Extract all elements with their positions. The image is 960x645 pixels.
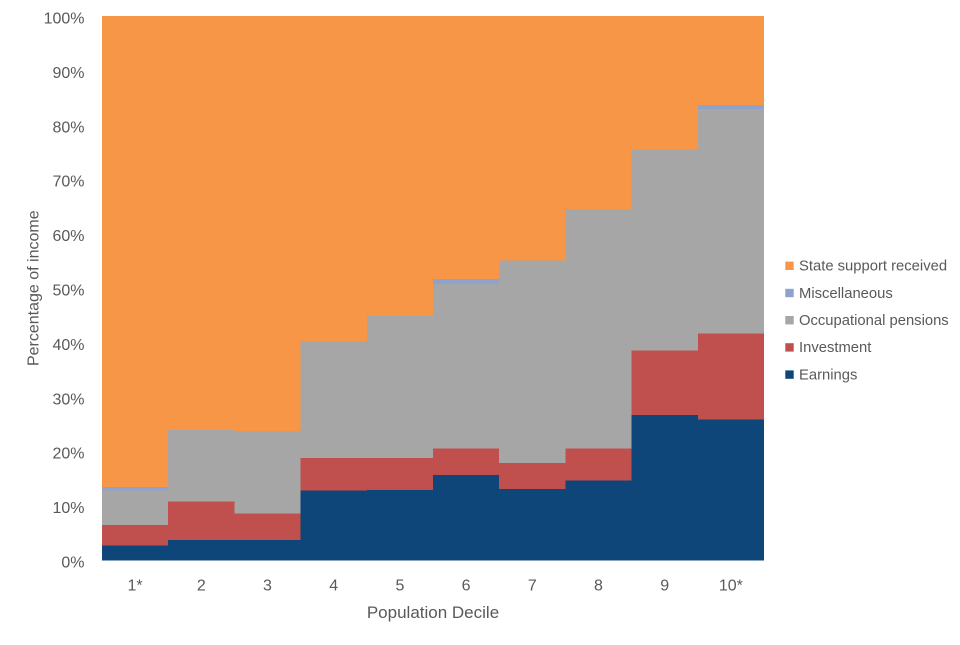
svg-text:State support received: State support received bbox=[799, 259, 947, 275]
svg-text:50%: 50% bbox=[52, 283, 84, 300]
svg-text:8: 8 bbox=[594, 578, 603, 595]
svg-text:Occupational pensions: Occupational pensions bbox=[799, 313, 949, 329]
svg-text:100%: 100% bbox=[44, 11, 85, 28]
svg-text:3: 3 bbox=[263, 578, 272, 595]
svg-text:Population Decile: Population Decile bbox=[367, 603, 499, 622]
svg-text:60%: 60% bbox=[52, 228, 84, 245]
svg-text:80%: 80% bbox=[52, 119, 84, 136]
svg-text:10%: 10% bbox=[52, 500, 84, 517]
svg-text:0%: 0% bbox=[61, 555, 84, 572]
svg-text:90%: 90% bbox=[52, 65, 84, 82]
svg-text:40%: 40% bbox=[52, 337, 84, 354]
svg-text:7: 7 bbox=[528, 578, 537, 595]
svg-text:2: 2 bbox=[197, 578, 206, 595]
svg-text:Earnings: Earnings bbox=[799, 367, 857, 383]
svg-text:Percentage of income: Percentage of income bbox=[26, 210, 43, 366]
svg-text:9: 9 bbox=[660, 578, 669, 595]
svg-text:1*: 1* bbox=[128, 578, 143, 595]
svg-text:6: 6 bbox=[462, 578, 471, 595]
svg-text:4: 4 bbox=[329, 578, 338, 595]
svg-text:5: 5 bbox=[395, 578, 404, 595]
svg-text:Miscellaneous: Miscellaneous bbox=[799, 286, 893, 302]
svg-text:20%: 20% bbox=[52, 446, 84, 463]
svg-text:Investment: Investment bbox=[799, 340, 871, 356]
svg-text:70%: 70% bbox=[52, 174, 84, 191]
svg-text:10*: 10* bbox=[719, 578, 743, 595]
svg-text:30%: 30% bbox=[52, 391, 84, 408]
